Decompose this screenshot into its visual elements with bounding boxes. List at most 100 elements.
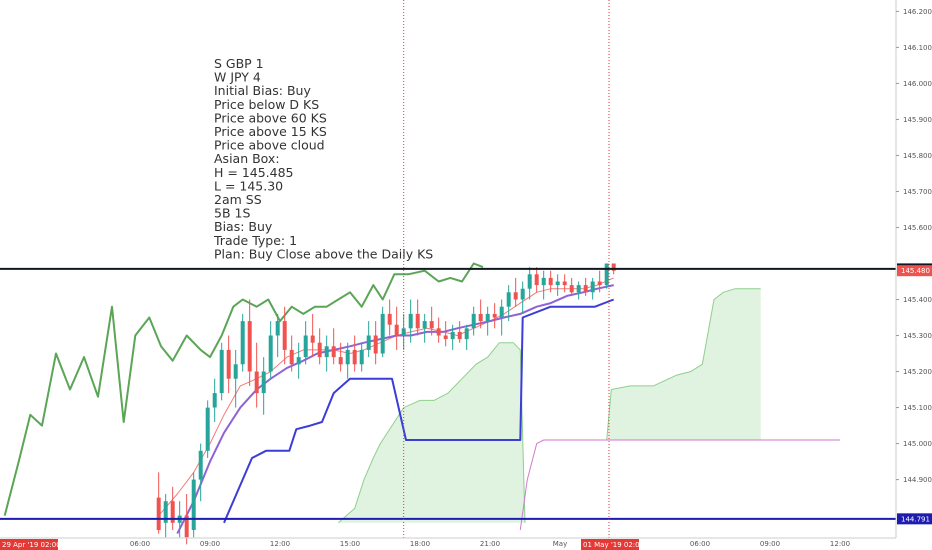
candle-body xyxy=(233,364,238,379)
candle-body xyxy=(394,324,399,336)
candle xyxy=(436,317,441,343)
candle xyxy=(296,342,301,379)
candle-body xyxy=(506,292,511,307)
candle-body xyxy=(443,335,448,340)
y-tick-label: 145.900 xyxy=(903,116,932,124)
candle-body xyxy=(268,335,273,372)
candle-body xyxy=(541,277,546,286)
candle xyxy=(338,342,343,372)
candle xyxy=(282,306,287,365)
cloud-area-1 xyxy=(606,288,761,440)
candle-body xyxy=(282,321,287,350)
y-tick-label: 145.700 xyxy=(903,188,932,196)
price-label: 144.791 xyxy=(901,515,930,523)
candle-body xyxy=(485,313,490,322)
candle-body xyxy=(464,328,469,340)
candle-body xyxy=(324,346,329,358)
candle-body xyxy=(429,321,434,329)
x-tick-label: 06:00 xyxy=(690,540,710,548)
candle xyxy=(212,378,217,422)
candle xyxy=(394,306,399,350)
candle-body xyxy=(548,277,553,286)
candle-body xyxy=(163,501,168,523)
candle-body xyxy=(436,328,441,336)
x-tick-label: 12:00 xyxy=(270,540,290,548)
y-tick-label: 145.000 xyxy=(903,440,932,448)
candle-body xyxy=(261,371,266,394)
candle-body xyxy=(478,313,483,322)
y-tick-label: 145.800 xyxy=(903,152,932,160)
x-start-label-box xyxy=(0,539,58,550)
candle-body xyxy=(352,349,357,365)
candle xyxy=(205,400,210,458)
candle xyxy=(604,263,609,289)
candle xyxy=(247,299,252,386)
candle xyxy=(513,277,518,307)
candle-body xyxy=(338,357,343,365)
candle xyxy=(226,335,231,394)
candle xyxy=(191,472,196,538)
candle xyxy=(303,321,308,365)
candle xyxy=(520,281,525,314)
x-tick-label: 09:00 xyxy=(760,540,780,548)
candle xyxy=(534,267,539,293)
candle-body xyxy=(156,497,161,530)
candle xyxy=(289,335,294,372)
series-line-4 xyxy=(519,439,840,531)
x-axis: 06:00 09:00 12:00 15:00 18:00 21:00 May 06:00 09… xyxy=(0,537,896,550)
candle-body xyxy=(247,321,252,372)
candle-body xyxy=(226,349,231,379)
y-tick-label: 146.200 xyxy=(903,8,932,16)
annotation-line: 2am SS xyxy=(214,192,262,207)
candle xyxy=(443,321,448,347)
candle-body xyxy=(401,328,406,336)
candle xyxy=(240,313,245,372)
cloud-area-0 xyxy=(338,342,525,523)
candle-body xyxy=(471,313,476,329)
candle-body xyxy=(604,263,609,286)
candle-body xyxy=(170,501,175,523)
y-axis: 146.200 146.100 146.000 145.900 145.800 145.7… xyxy=(895,0,932,538)
candle xyxy=(198,443,203,502)
candle xyxy=(499,299,504,336)
candle xyxy=(366,321,371,358)
candle xyxy=(275,313,280,358)
candle xyxy=(359,342,364,372)
candle-body xyxy=(597,281,602,286)
horizontal-lines xyxy=(0,267,896,520)
y-tick-label: 145.300 xyxy=(903,332,932,340)
candle-body xyxy=(359,349,364,365)
candle xyxy=(506,285,511,322)
candle xyxy=(422,313,427,343)
cloud-edge-1 xyxy=(606,288,761,441)
annotation-line: S GBP 1 xyxy=(214,56,264,71)
candle xyxy=(541,270,546,300)
candle xyxy=(261,357,266,415)
candle xyxy=(163,493,168,538)
series-line-1 xyxy=(158,277,614,516)
candle-body xyxy=(380,313,385,354)
candle xyxy=(380,306,385,358)
candle-body xyxy=(415,313,420,329)
candle-body xyxy=(289,349,294,365)
candle xyxy=(527,267,532,300)
y-tick-label: 145.400 xyxy=(903,296,932,304)
cloud-edge-0 xyxy=(337,342,526,524)
candle xyxy=(457,321,462,343)
price-label-box xyxy=(897,513,932,525)
candle-body xyxy=(387,313,392,325)
candle xyxy=(170,486,175,530)
candle xyxy=(562,274,567,293)
candles xyxy=(156,263,616,545)
candle-body xyxy=(569,285,574,293)
candle xyxy=(464,324,469,350)
candle xyxy=(373,321,378,365)
candle-body xyxy=(450,331,455,340)
candle-body xyxy=(240,321,245,365)
candle xyxy=(387,299,392,336)
candle-body xyxy=(212,393,217,408)
candle-body xyxy=(184,515,189,538)
annotation-line: Price above cloud xyxy=(214,138,325,153)
